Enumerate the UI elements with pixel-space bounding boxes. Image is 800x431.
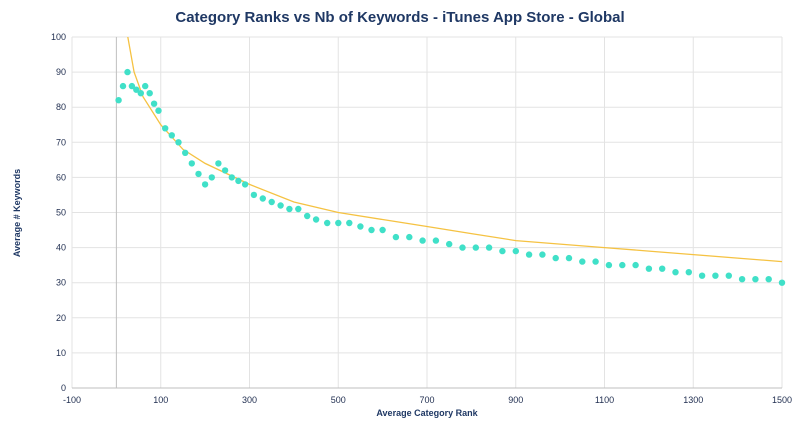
scatter-point [312,216,320,223]
scatter-point [235,177,242,185]
scatter-point [419,237,426,244]
x-axis-label: Average Category Rank [376,408,478,418]
scatter-point [228,174,235,181]
chart-title: Category Ranks vs Nb of Keywords - iTune… [175,9,624,26]
scatter-point [632,261,639,269]
scatter-point [499,247,506,255]
scatter-point [725,272,732,279]
scatter-point [346,219,353,227]
y-tick-label: 10 [56,348,66,358]
scatter-point [201,181,209,188]
scatter-point [565,254,573,262]
scatter-point [215,160,222,167]
scatter-point [765,276,772,283]
y-tick-label: 30 [56,278,66,288]
scatter-point [406,233,413,241]
scatter-point [124,68,131,76]
scatter-point [188,160,195,167]
scatter-point [324,219,331,227]
scatter-point [286,205,293,213]
scatter-point [738,276,746,283]
scatter-point [552,254,559,262]
y-tick-label: 50 [56,208,66,218]
y-tick-label: 70 [56,137,66,147]
scatter-point [379,226,386,234]
scatter-point [250,191,258,199]
points-layer [115,68,786,286]
scatter-point [685,269,692,276]
scatter-point [175,139,182,146]
scatter-point [168,132,175,139]
scatter-point [619,261,626,269]
y-tick-label: 40 [56,243,66,253]
scatter-point [295,205,302,213]
scatter-point [778,279,786,286]
x-tick-label: 700 [419,395,434,405]
x-tick-label: -100 [63,395,81,405]
y-tick-label: 20 [56,313,66,323]
x-tick-label: 1300 [683,395,703,405]
y-tick-label: 60 [56,172,66,182]
scatter-point [446,240,453,248]
scatter-point [579,258,586,265]
scatter-point [195,170,202,178]
tick-label-layer: 0 10 20 30 40 50 60 70 80 90 100 -100 100 300 500 700 90… [51,32,792,405]
scatter-point [672,269,679,276]
scatter-point [115,97,122,104]
x-tick-label: 500 [331,395,346,405]
axis-layer [72,37,782,389]
y-tick-label: 80 [56,102,66,112]
trendline-layer [127,37,782,263]
scatter-point [752,276,759,283]
scatter-point [128,82,136,90]
scatter-point [146,90,153,97]
scatter-point [392,233,400,241]
scatter-point [659,265,666,272]
scatter-point [605,261,613,269]
x-tick-label: 100 [153,395,168,405]
scatter-point [472,244,479,251]
scatter-point [182,149,189,156]
scatter-point [162,125,169,132]
scatter-point [645,265,653,272]
scatter-point [525,251,533,258]
scatter-point [304,212,311,220]
scatter-point [150,100,158,107]
scatter-point [459,244,466,251]
y-tick-label: 100 [51,32,66,42]
y-tick-label: 90 [56,67,66,77]
scatter-point [335,219,342,227]
scatter-point [137,90,144,97]
x-tick-label: 900 [508,395,523,405]
scatter-point [432,237,440,244]
scatter-point [268,198,275,206]
scatter-point [142,82,149,90]
scatter-point [241,181,249,188]
power-trendline [127,37,782,263]
scatter-point [155,107,162,114]
scatter-point [208,174,215,181]
scatter-point [712,272,719,279]
scatter-point [277,202,284,209]
grid-layer [71,36,783,389]
scatter-point [485,244,493,251]
scatter-point [259,195,266,202]
y-tick-label: 0 [61,383,66,393]
scatter-point [119,82,127,90]
x-tick-label: 1500 [772,395,792,405]
x-tick-label: 300 [242,395,257,405]
scatter-point [539,251,546,258]
scatter-point [221,167,229,174]
scatter-point [133,86,140,93]
y-axis-label: Average # Keywords [12,169,22,257]
scatter-point [592,258,599,265]
scatter-point [357,223,364,230]
scatter-point [698,272,706,279]
scatter-point [368,226,375,234]
x-tick-label: 1100 [595,395,614,405]
scatter-point [512,247,519,255]
